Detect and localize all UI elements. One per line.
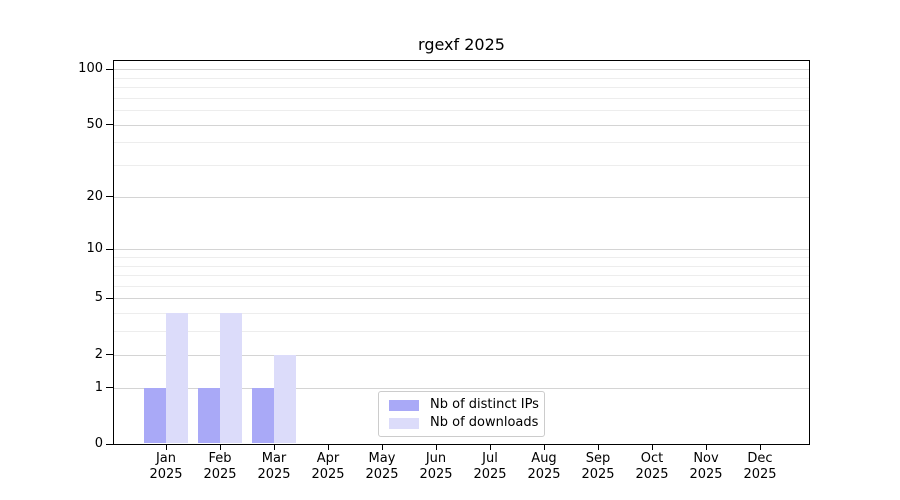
minor-gridline [114, 275, 809, 277]
x-tick-mark [760, 444, 761, 450]
x-tick-label: Nov 2025 [689, 451, 723, 482]
x-tick-mark [382, 444, 383, 450]
major-gridline [114, 387, 809, 389]
y-tick-label: 100 [78, 61, 103, 77]
major-gridline [114, 354, 809, 356]
x-tick-mark [706, 444, 707, 450]
x-tick-label: Jan 2025 [149, 451, 183, 482]
x-tick-label: Sep 2025 [581, 451, 615, 482]
bar-downloads [220, 313, 242, 443]
y-tick-label: 2 [94, 346, 103, 362]
x-tick-mark [490, 444, 491, 450]
x-tick-mark [166, 444, 167, 450]
minor-gridline [114, 87, 809, 89]
x-tick-label: Jun 2025 [419, 451, 453, 482]
legend-label-distinct-ips: Nb of distinct IPs [430, 397, 539, 412]
y-tick-mark [106, 297, 113, 299]
minor-gridline [114, 110, 809, 112]
minor-gridline [114, 142, 809, 144]
legend-swatch-downloads [389, 417, 419, 429]
bar-distinct-ips [144, 387, 166, 443]
x-tick-mark [274, 444, 275, 450]
x-tick-mark [220, 444, 221, 450]
y-tick-label: 50 [86, 116, 103, 132]
major-gridline [114, 124, 809, 126]
y-tick-label: 5 [94, 290, 103, 306]
legend: Nb of distinct IPs Nb of downloads [378, 391, 545, 437]
x-tick-label: Aug 2025 [527, 451, 561, 482]
major-gridline [114, 249, 809, 251]
x-tick-label: May 2025 [365, 451, 399, 482]
major-gridline [114, 298, 809, 300]
x-tick-label: Jul 2025 [473, 451, 507, 482]
y-tick-label: 0 [94, 436, 103, 451]
minor-gridline [114, 77, 809, 79]
y-tick-mark [106, 124, 113, 126]
y-tick-mark [106, 68, 113, 70]
minor-gridline [114, 265, 809, 267]
y-tick-label: 1 [94, 379, 103, 395]
y-tick-mark [106, 196, 113, 198]
bar-distinct-ips [198, 387, 220, 443]
legend-item-downloads: Nb of downloads [389, 415, 539, 431]
y-tick-mark [106, 248, 113, 250]
bar-downloads [166, 313, 188, 443]
minor-gridline [114, 165, 809, 167]
legend-label-downloads: Nb of downloads [430, 415, 539, 430]
minor-gridline [114, 97, 809, 99]
x-tick-mark [652, 444, 653, 450]
x-tick-label: Feb 2025 [203, 451, 237, 482]
y-tick-mark [106, 443, 113, 445]
y-tick-mark [106, 387, 113, 389]
major-gridline [114, 69, 809, 71]
plot-area [113, 60, 810, 445]
x-tick-label: Apr 2025 [311, 451, 345, 482]
major-gridline [114, 196, 809, 198]
x-tick-label: Dec 2025 [743, 451, 777, 482]
x-tick-label: Mar 2025 [257, 451, 291, 482]
chart-title: rgexf 2025 [418, 35, 505, 54]
minor-gridline [114, 257, 809, 258]
bar-distinct-ips [252, 387, 274, 443]
y-tick-label: 10 [86, 241, 103, 257]
legend-item-distinct-ips: Nb of distinct IPs [389, 397, 539, 413]
legend-swatch-distinct-ips [389, 399, 419, 411]
x-tick-mark [598, 444, 599, 450]
y-tick-label: 20 [86, 188, 103, 204]
x-tick-mark [328, 444, 329, 450]
bar-downloads [274, 354, 296, 443]
x-tick-mark [544, 444, 545, 450]
minor-gridline [114, 313, 809, 315]
minor-gridline [114, 285, 809, 287]
x-tick-mark [436, 444, 437, 450]
minor-gridline [114, 331, 809, 333]
y-tick-mark [106, 354, 113, 356]
x-tick-label: Oct 2025 [635, 451, 669, 482]
